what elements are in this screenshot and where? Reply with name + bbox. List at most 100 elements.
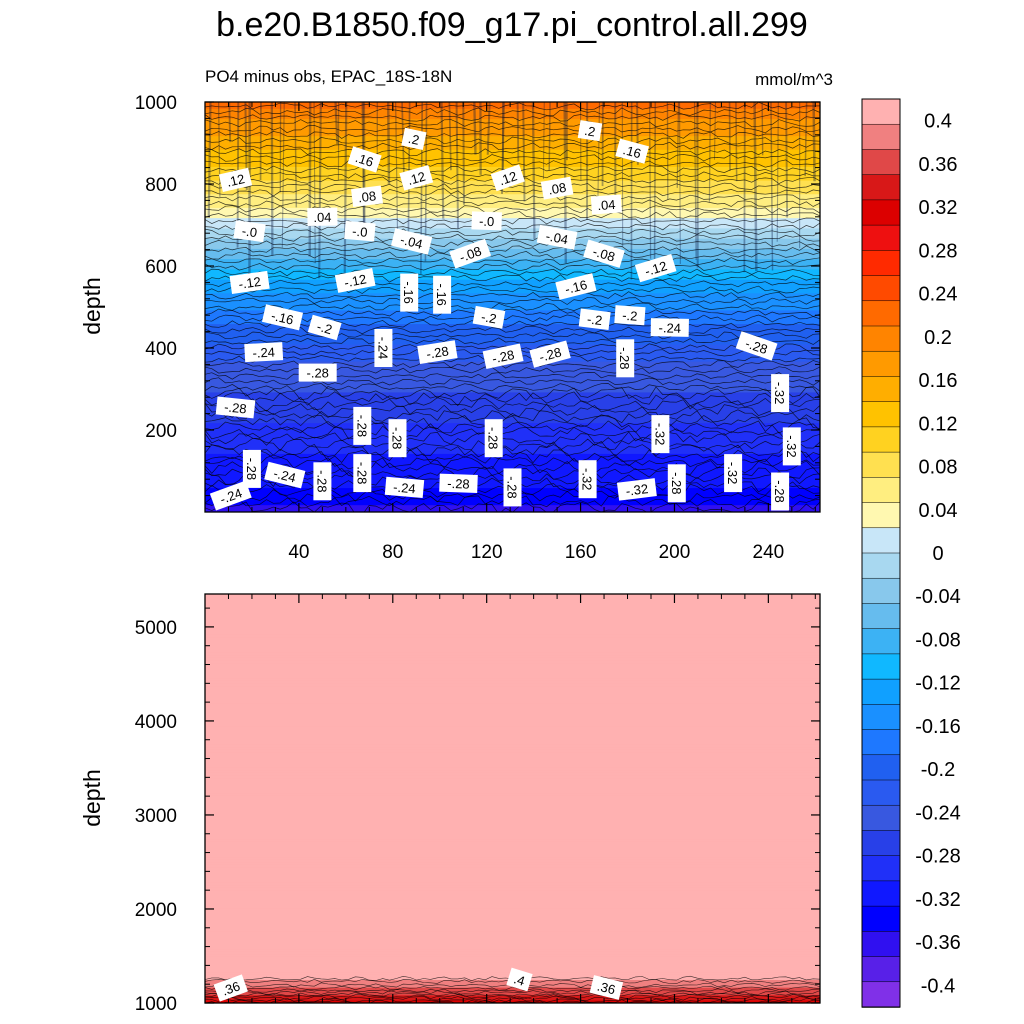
contour-label: -.32	[724, 454, 743, 493]
colorbar-tick-label: -0.36	[915, 932, 961, 954]
contour-streak	[448, 102, 452, 171]
contour-label: -.28	[482, 343, 524, 369]
contour-label-box	[583, 239, 625, 268]
depth-band	[205, 956, 820, 961]
depth-band	[205, 721, 820, 725]
contour-label-text: .16	[621, 142, 642, 161]
depth-band	[205, 801, 820, 805]
depth-band	[205, 440, 820, 445]
contour-streak	[270, 102, 274, 256]
contour-line	[205, 285, 820, 294]
contour-label-box	[482, 343, 524, 369]
depth-band	[205, 714, 820, 718]
depth-band	[205, 852, 820, 856]
contour-label: .08	[540, 176, 574, 200]
contour-label: -.24	[374, 329, 393, 367]
contour-streak	[281, 102, 285, 248]
units-label: mmol/m^3	[755, 70, 833, 89]
depth-band	[205, 139, 820, 144]
colorbar-tick-label: -0.32	[915, 889, 961, 911]
depth-band	[205, 611, 820, 616]
contour-line	[205, 119, 820, 128]
depth-band	[205, 885, 820, 889]
contour-label-box	[782, 427, 801, 466]
depth-band	[205, 941, 820, 945]
contour-label-box	[449, 238, 492, 269]
depth-band	[205, 821, 820, 825]
contour-line	[205, 296, 820, 306]
contour-label-text: -.24	[252, 345, 275, 361]
y-tick-label: 4000	[135, 712, 177, 733]
contour-label: -.24	[264, 461, 306, 489]
contour-label: -.08	[449, 238, 492, 269]
contour-label: -.24	[209, 480, 252, 511]
contour-label-box	[215, 396, 256, 419]
contour-label: -.28	[353, 406, 372, 445]
colorbar-swatch	[861, 174, 901, 201]
contour-label-box	[634, 253, 677, 283]
contour-line	[205, 320, 820, 329]
contour-label-box	[313, 462, 332, 501]
y-tick-label: 1000	[135, 994, 177, 1015]
depth-band	[205, 382, 820, 387]
depth-band	[205, 614, 820, 618]
colorbar-swatch	[861, 855, 901, 882]
colorbar-swatch	[861, 830, 901, 857]
contour-label: -.32	[616, 478, 657, 501]
depth-band	[205, 936, 820, 940]
contour-label-text: -.2	[315, 319, 334, 338]
depth-band	[205, 857, 820, 861]
depth-band	[205, 327, 820, 332]
depth-band	[205, 803, 820, 807]
contour-label-box	[472, 305, 506, 329]
contour-label: -.24	[384, 476, 425, 499]
contour-label: -.12	[229, 270, 270, 294]
colorbar-swatch	[861, 754, 901, 781]
contour-line	[205, 107, 820, 117]
contour-label: -.28	[529, 340, 571, 368]
contour-label: -.28	[439, 473, 478, 493]
colorbar-swatch	[861, 905, 901, 933]
depth-band	[205, 997, 820, 1002]
depth-band	[205, 197, 820, 202]
contour-line	[205, 337, 820, 345]
depth-band	[205, 218, 820, 223]
colorbar-swatch	[861, 401, 901, 428]
contour-line	[205, 437, 820, 452]
depth-band	[205, 834, 820, 838]
contour-streak	[743, 102, 746, 273]
depth-band	[205, 303, 820, 308]
contour-label-text: -.12	[343, 271, 368, 290]
upper-axes: 200 400 600 800 1000 40 80 120 160 200 240	[135, 93, 821, 563]
contour-label-box	[433, 275, 452, 314]
contour-label: -.16	[400, 273, 419, 312]
contour-line	[205, 302, 820, 312]
contour-label-text: .12	[406, 169, 428, 188]
depth-band	[205, 670, 820, 674]
contour-label-box	[616, 478, 657, 501]
depth-band	[205, 248, 820, 253]
depth-band	[205, 665, 820, 669]
colorbar-swatch	[861, 98, 901, 125]
contour-streak	[386, 102, 391, 184]
contour-streak	[548, 102, 551, 171]
depth-band	[205, 701, 820, 705]
depth-band	[205, 660, 820, 664]
lower-panel: depth 1000 2000 3000 4000 5000 .36 .4 .36	[79, 593, 821, 1015]
contour-label-box	[529, 340, 571, 368]
colorbar-swatch	[861, 729, 901, 756]
contour-label-box	[590, 194, 622, 215]
contour-label: -.28	[484, 419, 503, 458]
colorbar-tick-label: 0.2	[924, 327, 952, 349]
depth-band	[205, 870, 820, 874]
depth-band	[205, 946, 820, 950]
contour-label-text: .04	[597, 197, 616, 213]
contour-label: -.2	[307, 314, 342, 341]
contour-streak	[486, 102, 491, 155]
contour-line	[205, 148, 820, 157]
contour-line	[205, 268, 820, 277]
colorbar-tick-label: 0.08	[919, 457, 958, 479]
x-tick-label: 160	[565, 542, 597, 563]
contour-label: -.32	[578, 460, 597, 499]
contour-label-text: -.28	[537, 344, 563, 364]
